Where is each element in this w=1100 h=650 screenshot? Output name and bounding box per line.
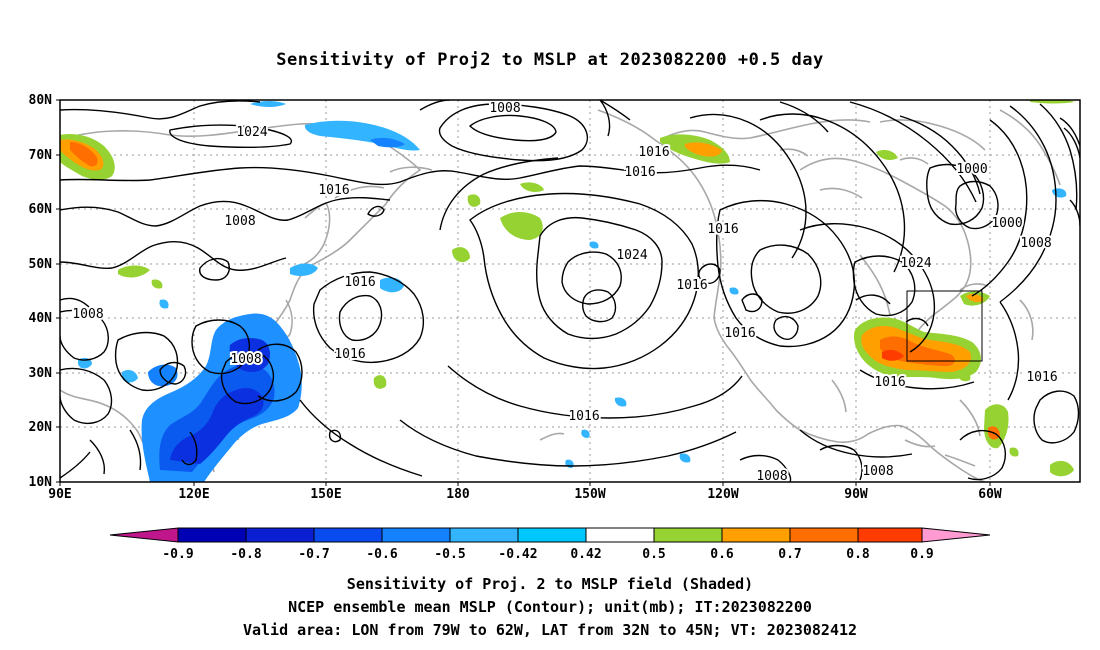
colorbar-swatch — [517, 527, 587, 543]
caption-line-1: Sensitivity of Proj. 2 to MSLP field (Sh… — [346, 575, 754, 593]
colorbar-label: 0.7 — [778, 547, 801, 562]
contour-label: 1024 — [236, 125, 267, 140]
lat-tick-label: 30N — [29, 366, 53, 381]
contour-label: 1016 — [724, 326, 755, 341]
contour-label: 1008 — [72, 307, 103, 322]
contour-label: 1016 — [707, 222, 738, 237]
lon-tick-label: 180 — [446, 487, 470, 502]
contour-label: 1008 — [224, 214, 255, 229]
lon-tick-label: 90W — [844, 487, 868, 502]
contour-label: 1000 — [991, 216, 1022, 231]
contour-label: 1016 — [1026, 370, 1057, 385]
contour-label: 1016 — [624, 165, 655, 180]
contour-label: 1024 — [900, 256, 931, 271]
colorbar-label: -0.7 — [298, 547, 329, 562]
map-title: Sensitivity of Proj2 to MSLP at 20230822… — [276, 50, 824, 70]
lon-tick-label: 120E — [178, 487, 209, 502]
lon-tick-label: 150W — [574, 487, 605, 502]
plot-frame — [59, 99, 1081, 483]
lat-tick-label: 80N — [29, 93, 53, 108]
colorbar-label: -0.8 — [230, 547, 261, 562]
colorbar-label: -0.42 — [498, 547, 537, 562]
latitude-axis: 80N 70N 60N 50N 40N 30N 20N 10N — [29, 93, 60, 490]
colorbar-swatch — [653, 527, 723, 543]
contour-label: 1008 — [230, 352, 261, 367]
lat-tick-label: 40N — [29, 311, 53, 326]
colorbar-label: 0.8 — [846, 547, 870, 562]
colorbar-swatch — [585, 527, 655, 543]
colorbar-label: -0.6 — [366, 547, 397, 562]
colorbar-label: -0.9 — [162, 547, 193, 562]
colorbar-swatch — [857, 527, 923, 543]
colorbar-right-triangle — [921, 527, 991, 543]
lat-tick-label: 70N — [29, 148, 53, 163]
colorbar-label: 0.6 — [710, 547, 734, 562]
colorbar-label: -0.5 — [434, 547, 465, 562]
contour-label: 1000 — [956, 162, 987, 177]
colorbar-label: 0.9 — [910, 547, 933, 562]
contour-label: 1016 — [318, 183, 349, 198]
lat-tick-label: 50N — [29, 257, 53, 272]
caption-line-3: Valid area: LON from 79W to 62W, LAT fro… — [242, 621, 858, 639]
colorbar-label: 0.42 — [570, 547, 601, 562]
contour-label: 1024 — [616, 248, 647, 263]
lat-tick-label: 10N — [29, 475, 53, 490]
colorbar: -0.9 -0.8 -0.7 -0.6 -0.5 -0.42 0.42 0.5 … — [109, 527, 991, 562]
longitude-axis: 90E 120E 150E 180 150W 120W 90W 60W — [48, 482, 1002, 502]
contour-label: 1008 — [862, 464, 893, 479]
lon-tick-label: 150E — [310, 487, 341, 502]
lon-tick-label: 60W — [978, 487, 1002, 502]
contour-label: 1016 — [344, 275, 375, 290]
colorbar-left-triangle — [109, 527, 179, 543]
lon-tick-label: 90E — [48, 487, 71, 502]
contour-label: 1016 — [568, 409, 599, 424]
colorbar-swatch — [449, 527, 519, 543]
contour-label: 1008 — [489, 101, 520, 116]
colorbar-swatch — [177, 527, 247, 543]
lat-tick-label: 20N — [29, 420, 53, 435]
contour-label: 1016 — [638, 145, 669, 160]
contour-label: 1016 — [334, 347, 365, 362]
contour-label: 1016 — [874, 375, 905, 390]
mslp-contours — [60, 100, 1080, 482]
colorbar-swatch — [721, 527, 791, 543]
colorbar-swatch — [245, 527, 315, 543]
colorbar-label: 0.5 — [642, 547, 665, 562]
positive-sensitivity-shading — [60, 100, 1075, 477]
caption-line-2: NCEP ensemble mean MSLP (Contour); unit(… — [288, 598, 812, 616]
colorbar-swatch — [313, 527, 383, 543]
contour-label: 1016 — [676, 278, 707, 293]
valid-area-box — [906, 290, 983, 362]
lon-tick-label: 120W — [707, 487, 738, 502]
colorbar-swatch — [381, 527, 451, 543]
colorbar-swatch — [789, 527, 859, 543]
lat-tick-label: 60N — [29, 202, 53, 217]
contour-label: 1008 — [1020, 236, 1051, 251]
